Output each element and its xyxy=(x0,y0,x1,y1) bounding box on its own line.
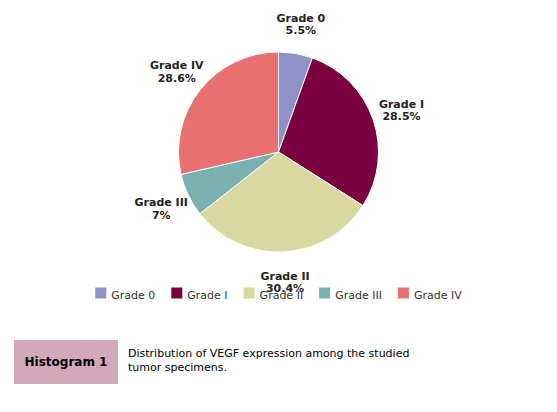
data-label: Grade 05.5% xyxy=(276,12,325,38)
legend-item: Grade 0 xyxy=(95,288,155,303)
caption: Histogram 1 Distribution of VEGF expressi… xyxy=(14,340,409,384)
data-label-value: 5.5% xyxy=(286,24,317,37)
legend-item: Grade I xyxy=(171,288,227,303)
data-label: Grade I28.5% xyxy=(379,98,424,124)
data-label: Grade III7% xyxy=(135,196,188,222)
legend-item: Grade IV xyxy=(398,288,462,303)
title: Histogram 1 xyxy=(25,355,108,369)
data-label-category: Grade 0 xyxy=(276,12,325,25)
chart: Grade 05.5%Grade I28.5%Grade II30.4%Grad… xyxy=(0,0,557,412)
data-label-category: Grade I xyxy=(379,98,424,111)
data-label-value: 28.6% xyxy=(158,71,196,84)
data-label-value: 28.5% xyxy=(382,110,420,123)
legend-label: Grade 0 xyxy=(111,289,155,302)
data-label: Grade IV28.6% xyxy=(150,59,204,85)
legend-swatch xyxy=(319,288,330,299)
legend-swatch xyxy=(95,288,106,299)
legend-item: Grade II xyxy=(244,288,304,303)
legend-swatch xyxy=(171,288,182,299)
data-label-value: 7% xyxy=(152,209,171,222)
legend-label: Grade II xyxy=(260,289,304,302)
legend-item: Grade III xyxy=(319,288,382,303)
data-labels: Grade 05.5%Grade I28.5%Grade II30.4%Grad… xyxy=(135,12,425,296)
legend-label: Grade I xyxy=(187,289,227,302)
subtitle-line: tumor specimens. xyxy=(128,361,227,374)
data-label-category: Grade IV xyxy=(150,59,204,72)
data-label-category: Grade III xyxy=(135,196,188,209)
legend-swatch xyxy=(244,288,255,299)
legend-label: Grade IV xyxy=(414,289,462,302)
data-label-category: Grade II xyxy=(260,270,309,283)
legend: Grade 0 Grade I Grade II Grade III Grade IV xyxy=(95,288,462,303)
legend-swatch xyxy=(398,288,409,299)
subtitle-line: Distribution of VEGF expression among th… xyxy=(128,347,409,360)
pie xyxy=(178,52,378,252)
caption-label-box xyxy=(14,340,118,384)
legend-label: Grade III xyxy=(335,289,382,302)
subtitle: Distribution of VEGF expression among th… xyxy=(128,347,409,374)
